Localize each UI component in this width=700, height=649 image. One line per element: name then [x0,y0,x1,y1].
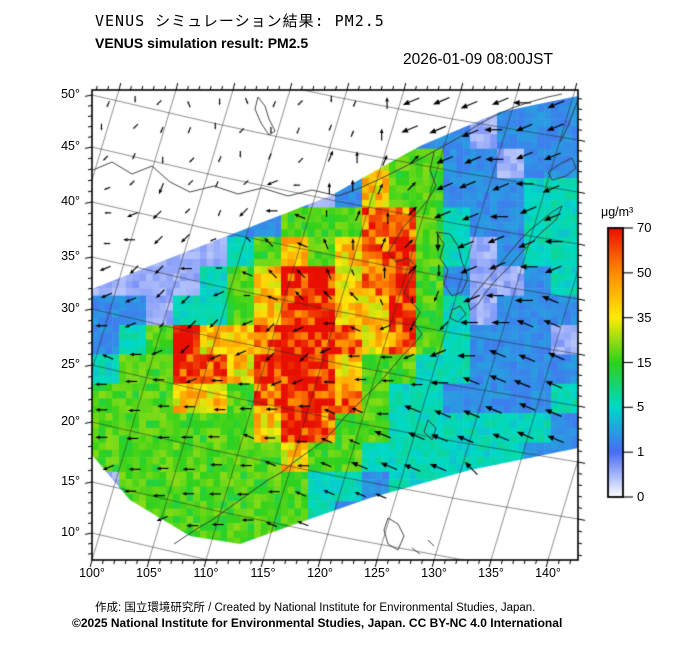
colorbar-unit-label: μg/m³ [601,205,634,219]
colorbar-tick-label: 1 [637,444,645,460]
colorbar-tick-label: 0 [637,489,645,504]
lat-tick-label: 25° [61,357,80,371]
colorbar-tick-label: 15 [637,354,652,370]
lon-tick-label: 115° [250,566,276,580]
lat-tick-label: 45° [61,139,80,153]
credit-line: 作成: 国立環境研究所 / Created by National Instit… [95,602,536,614]
lat-tick-label: 40° [61,194,80,208]
page-title-japanese: VENUS シミュレーション結果: PM2.5 [95,12,385,30]
lon-tick-label: 130° [421,566,447,580]
lat-tick-label: 30° [61,301,80,315]
lon-tick-label: 135° [478,566,504,580]
page-title-english: VENUS simulation result: PM2.5 [95,35,309,51]
colorbar-tick-label: 5 [637,399,645,415]
colorbar-tick-label: 35 [637,309,652,325]
copyright-line: ©2025 National Institute for Environment… [72,616,563,630]
lon-tick-label: 125° [364,566,390,580]
colorbar-tick-label: 70 [637,220,652,235]
lon-tick-label: 120° [307,566,333,580]
timestamp-label: 2026-01-09 08:00JST [403,51,553,68]
lon-tick-label: 105° [136,566,162,580]
lon-tick-label: 140° [535,566,561,580]
lon-tick-label: 110° [193,566,219,580]
lat-tick-label: 15° [61,474,80,488]
lat-tick-label: 35° [61,249,80,263]
lat-tick-label: 20° [61,414,80,428]
lat-tick-label: 10° [61,525,80,539]
colorbar-tick-label: 50 [637,264,652,280]
lat-tick-label: 50° [61,87,80,101]
lon-tick-label: 100° [79,566,105,580]
